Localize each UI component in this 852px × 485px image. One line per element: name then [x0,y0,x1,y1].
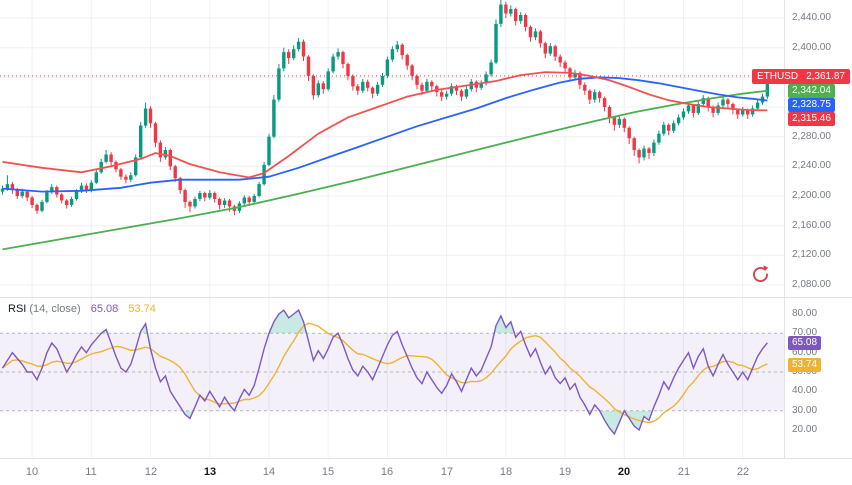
time-axis-label: 16 [380,466,394,478]
pane-separator[interactable] [0,297,852,298]
symbol-price-badge: ETHUSD 2,361.87 [751,69,850,84]
price-tick-label: 2,080.00 [792,279,831,290]
symbol-label: ETHUSD [756,71,799,82]
price-tick-label: 2,200.00 [792,190,831,201]
rsi-tick-label: 20.00 [792,424,818,435]
main-chart-pane[interactable] [0,0,784,297]
price-tick-label: 2,120.00 [792,249,831,260]
time-axis-label: 22 [736,466,750,478]
rsi-ma-value: 53.74 [128,303,156,315]
time-axis-label: 13 [203,466,217,478]
circular-arrow-glyph [752,265,769,283]
rsi-price-axis[interactable]: 80.0070.0060.0050.0040.0030.0020.0065.08… [784,298,852,458]
price-tick-label: 2,280.00 [792,131,831,142]
price-tick-label: 2,400.00 [792,42,831,53]
rsi-tick-label: 70.00 [792,327,818,338]
rsi-tick-label: 40.00 [792,385,818,396]
ma-fast-line [2,71,768,179]
rsi-pane[interactable]: RSI (14, close) 65.08 53.74 [0,298,784,458]
price-badge: 2,315.46 [788,112,835,126]
time-axis-label: 10 [25,466,39,478]
time-axis-label: 19 [558,466,572,478]
indicator-params: (14, close) [29,303,81,315]
candlestick-chart [0,0,784,297]
rsi-line [1,308,768,436]
rsi-legend: RSI (14, close) 65.08 53.74 [8,303,156,315]
time-axis-label: 21 [677,466,691,478]
time-axis-label: 15 [321,466,335,478]
ma-slow-line [2,89,768,251]
price-badge: 2,328.75 [788,98,835,112]
rsi-chart [0,298,784,458]
rsi-tick-label: 60.00 [792,347,818,358]
circular-arrow-icon[interactable] [750,264,772,286]
price-badge: 2,342.04 [788,84,835,98]
time-axis-label: 20 [617,466,631,478]
price-tick-label: 2,240.00 [792,160,831,171]
price-axis[interactable]: 2,440.002,400.002,360.002,320.002,280.00… [784,0,852,297]
rsi-tick-label: 80.00 [792,308,818,319]
rsi-value: 65.08 [90,303,119,315]
time-axis-label: 14 [262,466,276,478]
time-axis-label: 12 [144,466,158,478]
price-tick-label: 2,440.00 [792,12,831,23]
time-axis[interactable]: 10 11 12 13 14 15 16 17 18 19 20 21 22 [0,458,852,485]
rsi-signal-line [2,322,768,424]
indicator-title[interactable]: RSI [8,303,27,315]
time-axis-label: 18 [499,466,513,478]
price-tick-label: 2,160.00 [792,220,831,231]
rsi-badge: 65.08 [788,336,822,350]
rsi-badge: 53.74 [788,358,822,372]
rsi-oversold-fill [2,410,768,434]
time-axis-label: 11 [85,466,97,478]
ma-mid-line [2,76,768,193]
last-price-value: 2,361.87 [806,71,845,82]
rsi-tick-label: 30.00 [792,405,818,416]
time-axis-label: 17 [440,466,454,478]
